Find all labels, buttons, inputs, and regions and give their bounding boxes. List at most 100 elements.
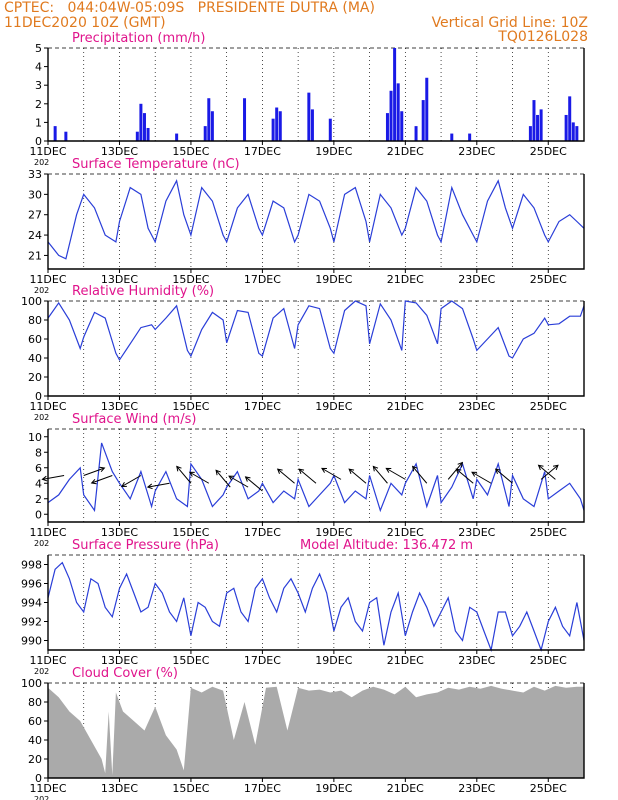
temperature-ytick-label: 30 [28, 188, 42, 201]
humidity-xtick-label: 15DEC [172, 400, 209, 413]
wind-arrow-head [385, 467, 392, 473]
cloud-cover-xtick-label: 25DEC [530, 782, 567, 795]
temperature-ytick-label: 27 [28, 209, 42, 222]
pressure-ytick-label: 992 [21, 616, 42, 629]
cloud-cover-ytick-label: 80 [28, 696, 42, 709]
precipitation-xtick-label: 13DEC [101, 145, 138, 158]
cloud-cover-ytick-label: 0 [35, 772, 42, 785]
cloud-cover-ytick-label: 40 [28, 734, 42, 747]
precipitation-ytick-label: 2 [35, 98, 42, 111]
wind-arrow-head [411, 465, 418, 472]
pressure-ytick-label: 990 [21, 635, 42, 648]
wind-arrow-head [276, 468, 283, 474]
precipitation-bar [135, 131, 139, 141]
wind-arrow-head [298, 468, 305, 474]
cloud-cover-xtick-label: 19DEC [315, 782, 352, 795]
precipitation-bar [146, 127, 150, 141]
precipitation-bar [564, 114, 568, 141]
wind-ytick-label: 10 [28, 431, 42, 444]
precipitation-bar [385, 113, 389, 141]
pressure-xtick-label: 21DEC [387, 654, 424, 667]
pressure-xtick-label: 17DEC [244, 654, 281, 667]
wind-arrow-head [120, 481, 127, 488]
header-line2: 11DEC2020 10Z (GMT) [4, 15, 166, 31]
pressure-series-line [47, 561, 585, 653]
precipitation-bar [414, 126, 418, 141]
wind-arrow [540, 464, 559, 480]
cloud-cover-ytick-label: 60 [28, 715, 42, 728]
pressure-ytick-label: 998 [21, 559, 42, 572]
wind-arrow [215, 469, 231, 488]
wind-xtick-label: 23DEC [458, 526, 495, 539]
precipitation-bar [396, 83, 400, 141]
temperature-ytick-label: 33 [28, 168, 42, 181]
precipitation-bar [532, 100, 536, 141]
precipitation-xtick-label: 23DEC [458, 145, 495, 158]
wind-arrow [277, 468, 295, 484]
precipitation-xtick-label: 25DEC [530, 145, 567, 158]
cloud-cover-title: Cloud Cover (%) [72, 666, 178, 681]
humidity-ytick-label: 60 [28, 333, 42, 346]
precipitation-xtick-label: 15DEC [172, 145, 209, 158]
wind-frame [47, 429, 585, 523]
wind-year-stub: 202 [34, 539, 49, 548]
wind-arrow-head [176, 465, 182, 472]
precipitation-bar [307, 92, 311, 141]
precipitation-bar [210, 111, 214, 141]
precipitation-bar [425, 77, 429, 141]
precipitation-bar [243, 98, 247, 141]
wind-arrow [495, 468, 513, 484]
wind-arrow [42, 475, 65, 480]
wind-ytick-label: 2 [35, 493, 42, 506]
humidity-xtick-label: 11DEC [29, 400, 66, 413]
temperature-series-line [47, 179, 585, 260]
wind-arrow-head [471, 471, 478, 477]
temperature-xtick-label: 17DEC [244, 273, 281, 286]
wind-xtick-label: 19DEC [315, 526, 352, 539]
wind-arrow-head [41, 475, 48, 482]
pressure-ytick-label: 996 [21, 578, 42, 591]
pressure-xtick-label: 15DEC [172, 654, 209, 667]
precipitation-bar [393, 48, 397, 141]
cloud-cover-area [48, 685, 584, 778]
wind-arrow-head [244, 476, 251, 482]
wind-arrow-head [494, 468, 501, 474]
wind-arrow-head [537, 464, 544, 471]
humidity-xtick-label: 25DEC [530, 400, 567, 413]
precipitation-bar [568, 96, 572, 141]
header-code: TQ0126L028 [498, 29, 588, 45]
cloud-cover-ytick-label: 20 [28, 753, 42, 766]
header-grid-note: Vertical Grid Line: 10Z [431, 15, 588, 31]
precipitation-bar [53, 126, 57, 141]
wind-ytick-label: 4 [35, 477, 42, 490]
wind-xtick-label: 25DEC [530, 526, 567, 539]
wind-xtick-label: 15DEC [172, 526, 209, 539]
cloud-cover-xtick-label: 13DEC [101, 782, 138, 795]
wind-xtick-label: 13DEC [101, 526, 138, 539]
humidity-year-stub: 202 [34, 413, 49, 422]
wind-arrow-head [348, 468, 355, 474]
cloud-cover-xtick-label: 21DEC [387, 782, 424, 795]
humidity-xtick-label: 17DEC [244, 400, 281, 413]
humidity-ytick-label: 20 [28, 371, 42, 384]
precipitation-bar [389, 90, 393, 141]
wind-arrow [348, 468, 367, 484]
wind-arrow [471, 471, 492, 484]
precipitation-bar [575, 126, 579, 141]
precipitation-xtick-label: 19DEC [315, 145, 352, 158]
wind-arrow-head [552, 464, 559, 471]
humidity-frame [47, 301, 585, 397]
wind-xtick-label: 17DEC [244, 526, 281, 539]
cloud-cover-year-stub: 202 [34, 795, 49, 800]
humidity-xtick-label: 23DEC [458, 400, 495, 413]
pressure-annotation: Model Altitude: 136.472 m [300, 538, 473, 553]
pressure-xtick-label: 11DEC [29, 654, 66, 667]
precipitation-bar [207, 98, 211, 141]
cloud-cover-ytick-label: 100 [21, 677, 42, 690]
humidity-xtick-label: 21DEC [387, 400, 424, 413]
precipitation-bar [468, 133, 472, 141]
temperature-title: Surface Temperature (nC) [72, 157, 240, 172]
wind-ytick-label: 0 [35, 508, 42, 521]
precipitation-ytick-label: 3 [35, 79, 42, 92]
